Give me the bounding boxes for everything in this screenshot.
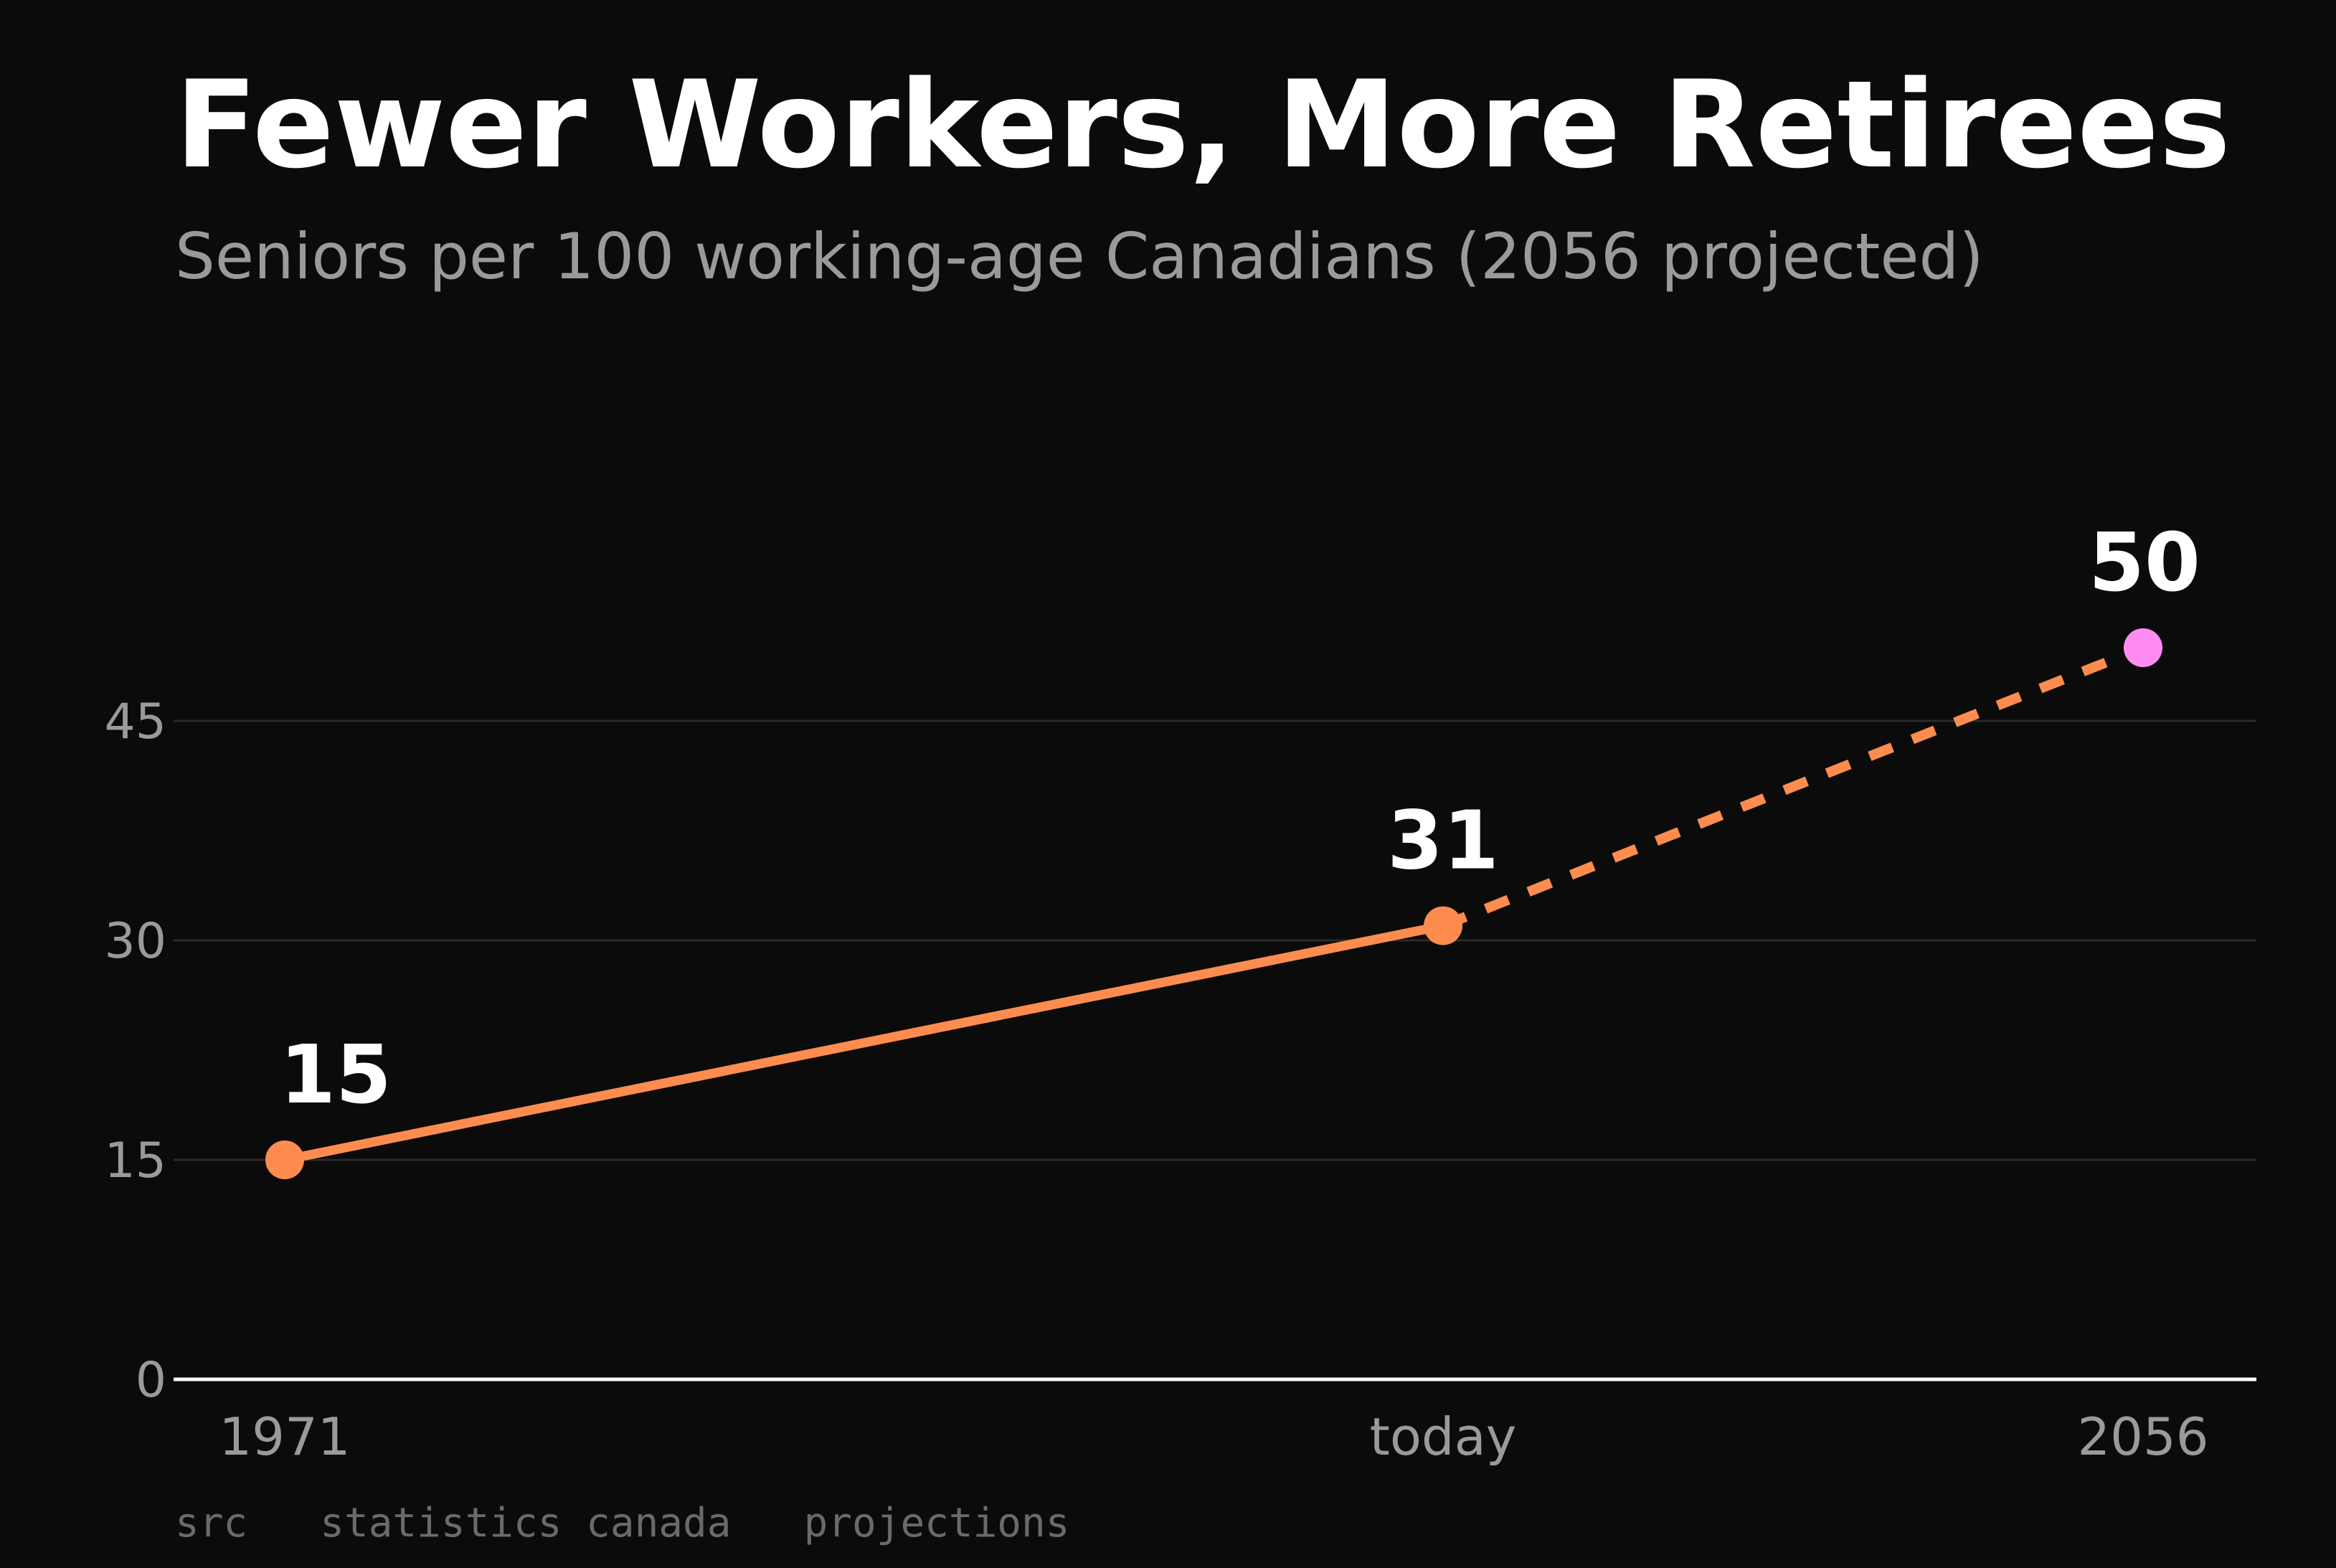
data-labels: 15 31 50 <box>280 516 2200 1122</box>
chart-title: Fewer Workers, More Retirees <box>175 55 2231 195</box>
source-note: src statistics canada projections <box>175 1500 1069 1546</box>
y-axis-ticks: 0 15 30 45 <box>104 694 166 1409</box>
series-line <box>283 643 2145 1165</box>
y-tick-label: 0 <box>136 1352 166 1409</box>
x-tick-label: today <box>1370 1407 1517 1467</box>
series-line-actual <box>283 921 1444 1165</box>
gridlines <box>174 719 2256 1161</box>
x-axis-ticks: 1971 today 2056 <box>219 1407 2208 1467</box>
data-point <box>1424 906 1462 945</box>
data-label: 50 <box>2089 516 2200 610</box>
chart-subtitle: Seniors per 100 working-age Canadians (2… <box>175 219 1984 293</box>
y-tick-label: 30 <box>104 913 166 970</box>
data-point <box>265 1140 304 1179</box>
y-tick-label: 45 <box>104 694 166 750</box>
x-tick-label: 2056 <box>2077 1407 2208 1467</box>
series-line-projected <box>1441 643 2145 931</box>
data-points <box>265 628 2162 1179</box>
data-point <box>2124 628 2162 667</box>
x-tick-label: 1971 <box>219 1407 350 1467</box>
data-label: 15 <box>280 1029 392 1122</box>
y-tick-label: 15 <box>104 1133 166 1189</box>
data-label: 31 <box>1387 795 1499 888</box>
